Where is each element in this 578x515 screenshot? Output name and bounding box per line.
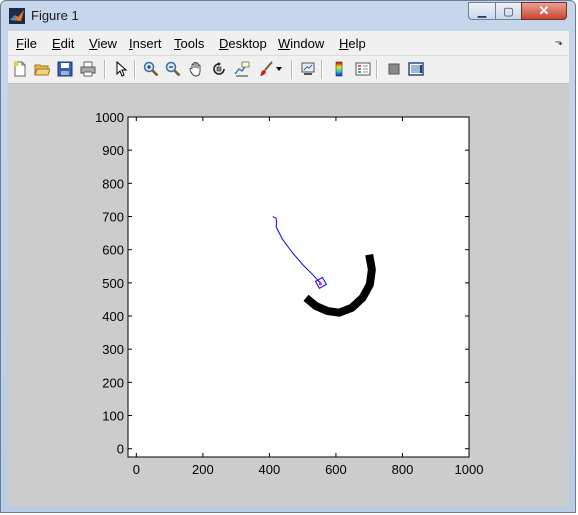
link-plot-icon[interactable] xyxy=(298,59,318,79)
brush-icon[interactable] xyxy=(256,59,276,79)
figure-client-area: File Edit View Insert Tools Desktop Wind… xyxy=(8,31,569,506)
matlab-logo-icon xyxy=(9,8,25,24)
zoom-in-icon[interactable] xyxy=(141,59,161,79)
y-tick-label: 600 xyxy=(102,243,124,258)
zoom-out-icon[interactable] xyxy=(163,59,183,79)
y-tick-label: 300 xyxy=(102,342,124,357)
y-tick-label: 900 xyxy=(102,143,124,158)
toolbar-separator xyxy=(104,60,106,79)
close-button[interactable]: ✕ xyxy=(521,2,567,20)
toolbar-separator xyxy=(376,60,378,79)
menu-edit[interactable]: Edit xyxy=(52,36,75,51)
menu-insert[interactable]: Insert xyxy=(129,36,162,51)
menu-bar: File Edit View Insert Tools Desktop Wind… xyxy=(8,31,569,56)
y-tick-label: 500 xyxy=(102,276,124,291)
minimize-button[interactable]: ▁ xyxy=(468,2,496,20)
axes-box xyxy=(127,116,470,458)
toolbar-separator xyxy=(291,60,293,79)
new-figure-icon[interactable] xyxy=(10,59,30,79)
dot-marker xyxy=(318,282,322,286)
brush-dropdown-icon[interactable] xyxy=(274,59,284,79)
toolbar-separator xyxy=(321,60,323,79)
show-plot-tools-icon[interactable] xyxy=(406,59,426,79)
title-bar[interactable]: Figure 1 ▁ ▢ ✕ xyxy=(1,1,575,31)
hide-plot-tools-icon[interactable] xyxy=(384,59,404,79)
dock-figure-icon[interactable]: ⬎ xyxy=(554,37,563,48)
x-tick-label: 0 xyxy=(133,462,140,477)
y-tick-label: 200 xyxy=(102,375,124,390)
x-tick-label: 600 xyxy=(325,462,347,477)
y-tick-label: 1000 xyxy=(95,110,124,125)
menu-desktop[interactable]: Desktop xyxy=(219,36,267,51)
rotate-3d-icon[interactable] xyxy=(209,59,229,79)
y-tick-label: 400 xyxy=(102,309,124,324)
legend-icon[interactable] xyxy=(353,59,373,79)
thick-arc-series xyxy=(303,253,376,317)
data-cursor-icon[interactable] xyxy=(232,59,252,79)
menu-file[interactable]: File xyxy=(16,36,37,51)
x-tick-label: 1000 xyxy=(455,462,484,477)
open-file-icon[interactable] xyxy=(32,59,52,79)
square-marker xyxy=(314,276,328,290)
save-icon[interactable] xyxy=(55,59,75,79)
maximize-button[interactable]: ▢ xyxy=(495,2,522,20)
y-tick-label: 800 xyxy=(102,176,124,191)
y-tick-label: 0 xyxy=(117,442,124,457)
x-tick-label: 400 xyxy=(259,462,281,477)
menu-tools[interactable]: Tools xyxy=(174,36,205,51)
menu-window[interactable]: Window xyxy=(278,36,325,51)
print-icon[interactable] xyxy=(78,59,98,79)
trajectory-series xyxy=(272,216,322,284)
window-title: Figure 1 xyxy=(31,8,79,23)
toolbar-separator xyxy=(134,60,136,79)
colorbar-icon[interactable] xyxy=(329,59,349,79)
edit-plot-arrow-icon[interactable] xyxy=(111,59,131,79)
x-tick-label: 800 xyxy=(392,462,414,477)
y-tick-label: 100 xyxy=(102,409,124,424)
pan-hand-icon[interactable] xyxy=(186,59,206,79)
menu-help[interactable]: Help xyxy=(339,36,366,51)
menu-view[interactable]: View xyxy=(89,36,117,51)
y-tick-label: 700 xyxy=(102,210,124,225)
x-tick-label: 200 xyxy=(192,462,214,477)
figure-toolbar xyxy=(8,56,569,84)
plot-area[interactable]: 0 200 400 600 800 1000 0 100 200 300 400 500 600 700 8… xyxy=(8,31,569,506)
